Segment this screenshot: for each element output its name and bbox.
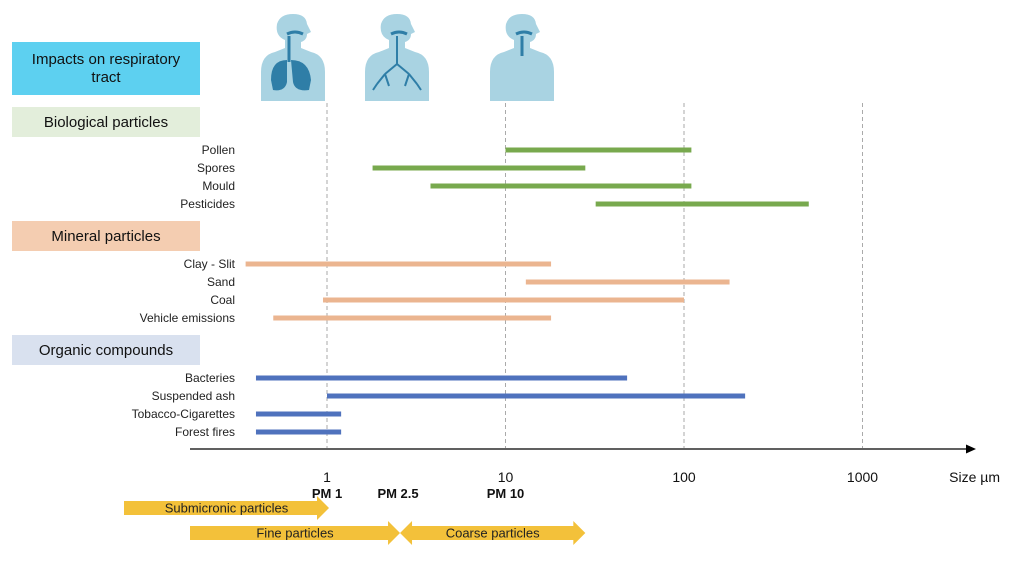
bar-pollen [505,147,692,153]
range-bars: Pollen Spores Mould Pesticides Clay - Slit Sa… [132,143,809,439]
x-axis: 1 10 100 1000 Size µm PM 1 PM 2.5 PM 10 [190,444,1000,501]
group-header-organic-compounds: Organic compounds [39,342,173,359]
range-label-coarse-particles: Coarse particles [446,526,540,541]
group-header-box-biological-particles [12,107,200,137]
label-coal: Coal [210,293,235,307]
tick-label-1: 1 [323,469,331,485]
tick-label-100: 100 [672,469,696,485]
range-arrow-coarse-particles [400,521,586,545]
label-mould: Mould [202,179,235,193]
bar-spores [372,165,586,171]
bar-mould [430,183,692,189]
label-pollen: Pollen [202,143,235,157]
label-tobacco-cigarettes: Tobacco-Cigarettes [132,407,235,421]
respiratory-header: Impacts on respiratory tract [32,51,181,86]
range-label-submicronic-particles: Submicronic particles [165,501,289,516]
pm-label-pm-10: PM 10 [487,486,525,501]
bar-vehicle-emissions [273,315,552,321]
range-arrow-fine-particles [190,521,401,545]
bar-clay-slit [245,261,552,267]
label-vehicle-emissions: Vehicle emissions [140,311,235,325]
label-pesticides: Pesticides [180,197,235,211]
group-header-box-mineral-particles [12,221,200,251]
grid-lines [326,103,863,448]
group-header-mineral-particles: Mineral particles [51,228,160,245]
x-axis-label: Size µm [949,469,1000,485]
bar-pesticides [595,201,809,207]
label-suspended-ash: Suspended ash [152,389,235,403]
bronchi-icon [365,14,429,101]
bar-coal [323,297,684,303]
range-label-fine-particles: Fine particles [256,526,334,541]
group-header-biological-particles: Biological particles [44,114,168,131]
upper-airway-icon [490,14,554,101]
label-clay-slit: Clay - Slit [184,257,236,271]
pm-label-pm-2-5: PM 2.5 [377,486,418,501]
bar-tobacco-cigarettes [255,411,342,417]
label-forest-fires: Forest fires [175,425,235,439]
pm-label-pm-1: PM 1 [312,486,342,501]
respiratory-header-box [12,42,200,95]
tick-label-10: 10 [498,469,514,485]
bar-suspended-ash [327,393,746,399]
respiratory-icons: Impacts on respiratory tract [12,14,554,101]
lungs-deep-icon [261,14,325,101]
range-arrow-submicronic-particles [124,496,329,520]
label-spores: Spores [197,161,235,175]
bar-bacteries [255,375,628,381]
bar-forest-fires [255,429,342,435]
group-header-box-organic-compounds [12,335,200,365]
tick-label-1000: 1000 [847,469,878,485]
label-bacteries: Bacteries [185,371,235,385]
size-range-arrows: Submicronic particles Fine particles Coars… [124,496,586,545]
bar-sand [525,279,730,285]
group-headers: Biological particles Mineral particles Org… [12,107,200,365]
label-sand: Sand [207,275,235,289]
x-axis-arrowhead [966,444,976,454]
